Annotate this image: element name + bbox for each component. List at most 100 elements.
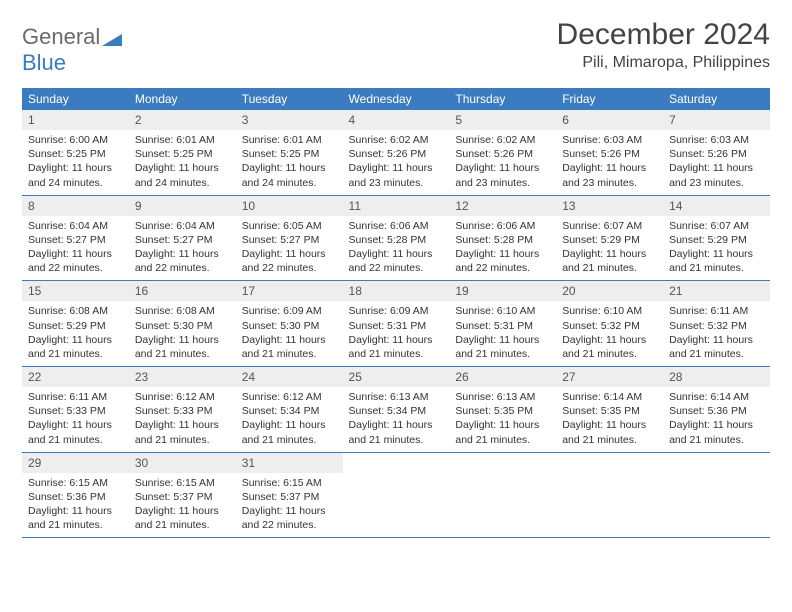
day-number: 1 xyxy=(22,110,129,130)
day-details: Sunrise: 6:02 AMSunset: 5:26 PMDaylight:… xyxy=(343,130,450,195)
day-details: Sunrise: 6:11 AMSunset: 5:33 PMDaylight:… xyxy=(22,387,129,452)
calendar-row: 29Sunrise: 6:15 AMSunset: 5:36 PMDayligh… xyxy=(22,452,770,538)
calendar-row: 22Sunrise: 6:11 AMSunset: 5:33 PMDayligh… xyxy=(22,367,770,453)
day-number: 24 xyxy=(236,367,343,387)
day-details: Sunrise: 6:06 AMSunset: 5:28 PMDaylight:… xyxy=(343,216,450,281)
calendar-cell: 28Sunrise: 6:14 AMSunset: 5:36 PMDayligh… xyxy=(663,367,770,453)
calendar-cell: 13Sunrise: 6:07 AMSunset: 5:29 PMDayligh… xyxy=(556,195,663,281)
day-number: 11 xyxy=(343,196,450,216)
calendar-cell: 7Sunrise: 6:03 AMSunset: 5:26 PMDaylight… xyxy=(663,110,770,195)
day-details: Sunrise: 6:05 AMSunset: 5:27 PMDaylight:… xyxy=(236,216,343,281)
day-number: 6 xyxy=(556,110,663,130)
calendar-cell: 14Sunrise: 6:07 AMSunset: 5:29 PMDayligh… xyxy=(663,195,770,281)
weekday-header-row: Sunday Monday Tuesday Wednesday Thursday… xyxy=(22,88,770,110)
calendar-cell: 11Sunrise: 6:06 AMSunset: 5:28 PMDayligh… xyxy=(343,195,450,281)
calendar-cell xyxy=(449,452,556,538)
calendar-cell: 12Sunrise: 6:06 AMSunset: 5:28 PMDayligh… xyxy=(449,195,556,281)
day-number: 25 xyxy=(343,367,450,387)
calendar-row: 15Sunrise: 6:08 AMSunset: 5:29 PMDayligh… xyxy=(22,281,770,367)
day-number: 13 xyxy=(556,196,663,216)
calendar-cell: 30Sunrise: 6:15 AMSunset: 5:37 PMDayligh… xyxy=(129,452,236,538)
day-details: Sunrise: 6:11 AMSunset: 5:32 PMDaylight:… xyxy=(663,301,770,366)
calendar-cell: 18Sunrise: 6:09 AMSunset: 5:31 PMDayligh… xyxy=(343,281,450,367)
day-number: 16 xyxy=(129,281,236,301)
calendar-cell: 24Sunrise: 6:12 AMSunset: 5:34 PMDayligh… xyxy=(236,367,343,453)
day-details: Sunrise: 6:08 AMSunset: 5:29 PMDaylight:… xyxy=(22,301,129,366)
calendar-cell xyxy=(343,452,450,538)
weekday-header: Monday xyxy=(129,88,236,110)
day-number: 30 xyxy=(129,453,236,473)
calendar-cell: 22Sunrise: 6:11 AMSunset: 5:33 PMDayligh… xyxy=(22,367,129,453)
day-details: Sunrise: 6:02 AMSunset: 5:26 PMDaylight:… xyxy=(449,130,556,195)
calendar-cell: 16Sunrise: 6:08 AMSunset: 5:30 PMDayligh… xyxy=(129,281,236,367)
calendar-cell: 9Sunrise: 6:04 AMSunset: 5:27 PMDaylight… xyxy=(129,195,236,281)
day-number: 28 xyxy=(663,367,770,387)
day-number: 5 xyxy=(449,110,556,130)
day-number: 19 xyxy=(449,281,556,301)
day-number: 29 xyxy=(22,453,129,473)
day-details: Sunrise: 6:14 AMSunset: 5:36 PMDaylight:… xyxy=(663,387,770,452)
calendar-cell: 10Sunrise: 6:05 AMSunset: 5:27 PMDayligh… xyxy=(236,195,343,281)
calendar-cell: 25Sunrise: 6:13 AMSunset: 5:34 PMDayligh… xyxy=(343,367,450,453)
weekday-header: Sunday xyxy=(22,88,129,110)
day-details: Sunrise: 6:07 AMSunset: 5:29 PMDaylight:… xyxy=(556,216,663,281)
calendar-cell xyxy=(556,452,663,538)
calendar-cell: 26Sunrise: 6:13 AMSunset: 5:35 PMDayligh… xyxy=(449,367,556,453)
day-details: Sunrise: 6:15 AMSunset: 5:37 PMDaylight:… xyxy=(236,473,343,538)
day-number: 18 xyxy=(343,281,450,301)
day-details: Sunrise: 6:01 AMSunset: 5:25 PMDaylight:… xyxy=(236,130,343,195)
calendar-cell: 6Sunrise: 6:03 AMSunset: 5:26 PMDaylight… xyxy=(556,110,663,195)
day-number: 20 xyxy=(556,281,663,301)
day-number: 26 xyxy=(449,367,556,387)
day-number: 31 xyxy=(236,453,343,473)
day-details: Sunrise: 6:14 AMSunset: 5:35 PMDaylight:… xyxy=(556,387,663,452)
calendar-cell: 23Sunrise: 6:12 AMSunset: 5:33 PMDayligh… xyxy=(129,367,236,453)
day-number: 4 xyxy=(343,110,450,130)
day-details: Sunrise: 6:12 AMSunset: 5:34 PMDaylight:… xyxy=(236,387,343,452)
day-number: 22 xyxy=(22,367,129,387)
title-block: December 2024 Pili, Mimaropa, Philippine… xyxy=(557,18,770,72)
day-details: Sunrise: 6:06 AMSunset: 5:28 PMDaylight:… xyxy=(449,216,556,281)
day-details: Sunrise: 6:15 AMSunset: 5:36 PMDaylight:… xyxy=(22,473,129,538)
day-number: 21 xyxy=(663,281,770,301)
day-details: Sunrise: 6:09 AMSunset: 5:30 PMDaylight:… xyxy=(236,301,343,366)
location-subtitle: Pili, Mimaropa, Philippines xyxy=(557,54,770,72)
brand-text-2: Blue xyxy=(22,50,66,75)
day-details: Sunrise: 6:15 AMSunset: 5:37 PMDaylight:… xyxy=(129,473,236,538)
weekday-header: Tuesday xyxy=(236,88,343,110)
calendar-cell: 4Sunrise: 6:02 AMSunset: 5:26 PMDaylight… xyxy=(343,110,450,195)
day-number: 7 xyxy=(663,110,770,130)
day-number: 10 xyxy=(236,196,343,216)
weekday-header: Wednesday xyxy=(343,88,450,110)
weekday-header: Saturday xyxy=(663,88,770,110)
calendar-cell: 20Sunrise: 6:10 AMSunset: 5:32 PMDayligh… xyxy=(556,281,663,367)
calendar-cell: 19Sunrise: 6:10 AMSunset: 5:31 PMDayligh… xyxy=(449,281,556,367)
calendar-row: 1Sunrise: 6:00 AMSunset: 5:25 PMDaylight… xyxy=(22,110,770,195)
day-details: Sunrise: 6:03 AMSunset: 5:26 PMDaylight:… xyxy=(556,130,663,195)
day-number: 15 xyxy=(22,281,129,301)
day-number: 3 xyxy=(236,110,343,130)
day-details: Sunrise: 6:04 AMSunset: 5:27 PMDaylight:… xyxy=(22,216,129,281)
flag-icon xyxy=(102,32,122,46)
calendar-cell: 3Sunrise: 6:01 AMSunset: 5:25 PMDaylight… xyxy=(236,110,343,195)
day-details: Sunrise: 6:01 AMSunset: 5:25 PMDaylight:… xyxy=(129,130,236,195)
calendar-cell: 27Sunrise: 6:14 AMSunset: 5:35 PMDayligh… xyxy=(556,367,663,453)
day-number: 8 xyxy=(22,196,129,216)
day-details: Sunrise: 6:10 AMSunset: 5:31 PMDaylight:… xyxy=(449,301,556,366)
month-title: December 2024 xyxy=(557,18,770,52)
day-details: Sunrise: 6:10 AMSunset: 5:32 PMDaylight:… xyxy=(556,301,663,366)
calendar-cell: 21Sunrise: 6:11 AMSunset: 5:32 PMDayligh… xyxy=(663,281,770,367)
weekday-header: Friday xyxy=(556,88,663,110)
day-number: 27 xyxy=(556,367,663,387)
calendar-cell: 5Sunrise: 6:02 AMSunset: 5:26 PMDaylight… xyxy=(449,110,556,195)
weekday-header: Thursday xyxy=(449,88,556,110)
calendar-cell: 17Sunrise: 6:09 AMSunset: 5:30 PMDayligh… xyxy=(236,281,343,367)
day-number: 2 xyxy=(129,110,236,130)
day-details: Sunrise: 6:00 AMSunset: 5:25 PMDaylight:… xyxy=(22,130,129,195)
page-header: General Blue December 2024 Pili, Mimarop… xyxy=(22,18,770,76)
calendar-table: Sunday Monday Tuesday Wednesday Thursday… xyxy=(22,88,770,538)
calendar-cell: 29Sunrise: 6:15 AMSunset: 5:36 PMDayligh… xyxy=(22,452,129,538)
calendar-cell: 15Sunrise: 6:08 AMSunset: 5:29 PMDayligh… xyxy=(22,281,129,367)
calendar-cell: 8Sunrise: 6:04 AMSunset: 5:27 PMDaylight… xyxy=(22,195,129,281)
calendar-cell: 2Sunrise: 6:01 AMSunset: 5:25 PMDaylight… xyxy=(129,110,236,195)
